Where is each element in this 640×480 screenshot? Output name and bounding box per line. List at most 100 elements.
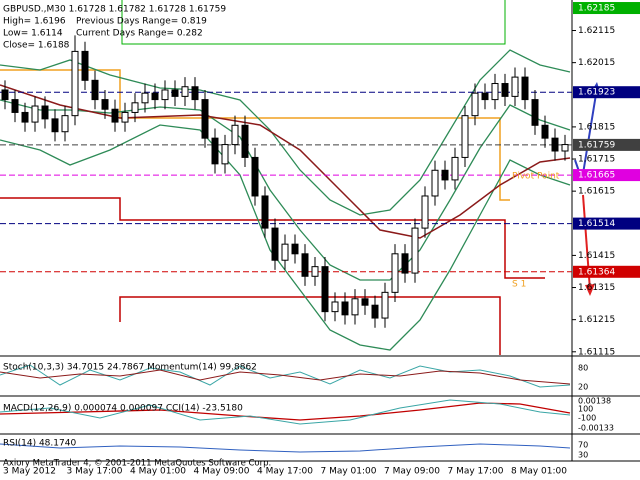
candle-body: [531, 99, 539, 126]
candle-body: [351, 298, 359, 316]
y-tick-label: 1.61715: [578, 155, 615, 165]
x-tick-label: 4 May 01:00: [130, 467, 186, 477]
y-tick-label: 1.61215: [578, 315, 615, 325]
info-text: Low= 1.6114: [3, 29, 63, 39]
level-box: [573, 138, 640, 151]
candle-body: [211, 137, 219, 165]
candle-body: [341, 301, 349, 316]
upper-band: [0, 49, 571, 216]
level-label: 1.61665: [578, 171, 615, 181]
candle-body: [121, 111, 129, 123]
lower-band: [0, 124, 571, 351]
rsi-line: [0, 443, 571, 453]
x-tick-label: 8 May 01:00: [511, 467, 567, 477]
candle-body: [21, 111, 29, 123]
annotation: S 1: [512, 279, 526, 289]
candle-body: [441, 169, 449, 181]
candle-body: [51, 118, 59, 133]
down-arrow-head: [585, 284, 595, 296]
indicator-label: MACD(12,26,9) 0.000074 0.000097 CCI(14) …: [3, 404, 243, 414]
info-text: Previous Days Range= 0.819: [76, 17, 207, 27]
candle-body: [451, 156, 459, 181]
candle-body: [381, 291, 389, 319]
indicator-scale: 0.00138: [578, 397, 611, 406]
level-label: 1.61514: [578, 219, 615, 229]
candle-body: [321, 266, 329, 313]
candle-body: [471, 92, 479, 117]
level-label: 1.62185: [578, 4, 615, 14]
candle-body: [171, 89, 179, 97]
x-tick-label: 4 May 09:00: [194, 467, 250, 477]
stoch-line: [0, 364, 571, 388]
candle-body: [551, 137, 559, 152]
candle-body: [131, 102, 139, 113]
candle-body: [511, 76, 519, 97]
indicator-label: RSI(14) 48.1740: [3, 439, 76, 449]
y-tick-label: 1.61315: [578, 283, 615, 293]
candle-body: [221, 144, 229, 165]
x-tick-label: 3 May 2012: [3, 467, 56, 477]
candle-body: [371, 304, 379, 319]
candle-body: [461, 115, 469, 158]
info-text: Close= 1.6188: [3, 41, 70, 51]
candle-body: [191, 86, 199, 101]
moving-average: [0, 84, 571, 239]
y-tick-label: 1.62015: [578, 58, 615, 68]
candle-body: [71, 50, 79, 117]
indicator-scale: -100: [578, 414, 596, 423]
candle-body: [231, 124, 239, 146]
candle-body: [331, 301, 339, 313]
candle-body: [291, 243, 299, 255]
candle-body: [181, 86, 189, 97]
y-tick-label: 1.61415: [578, 251, 615, 261]
candle-body: [501, 83, 509, 97]
candle-body: [61, 115, 69, 133]
candle-body: [81, 50, 89, 81]
candle-body: [491, 83, 499, 101]
candle-body: [201, 99, 209, 139]
info-text: Current Days Range= 0.282: [76, 29, 203, 39]
y-tick-label: 1.61815: [578, 122, 615, 132]
candle-body: [281, 243, 289, 261]
candle-body: [431, 169, 439, 197]
candle-body: [261, 195, 269, 229]
y-tick-label: 1.61115: [578, 347, 615, 357]
indicator-scale: -0.00133: [578, 424, 614, 433]
candle-body: [91, 79, 99, 101]
candle-body: [311, 266, 319, 277]
level-label: 1.61759: [578, 140, 615, 150]
pivot-line: [0, 69, 510, 201]
candle-body: [361, 298, 369, 306]
candle-body: [271, 227, 279, 261]
level-label: 1.61923: [578, 88, 615, 98]
y-tick-label: 1.61615: [578, 187, 615, 197]
annotation: Pivot Point: [512, 172, 560, 182]
pivot-r-line: [121, 0, 506, 45]
indicator-scale: 70: [578, 441, 588, 450]
candle-body: [41, 105, 49, 120]
x-tick-label: 7 May 01:00: [321, 467, 377, 477]
candle-body: [521, 76, 529, 101]
candle-body: [241, 124, 249, 158]
candle-body: [101, 99, 109, 110]
info-text: High= 1.6196: [3, 17, 66, 27]
indicator-label: Stoch(10,3,3) 34.7015 24.7867 Momentum(1…: [3, 363, 257, 373]
indicator-scale: 30: [578, 451, 588, 460]
indicator-scale: 80: [578, 364, 588, 373]
x-tick-label: 3 May 17:00: [67, 467, 123, 477]
support-line: [119, 296, 501, 355]
candle-body: [11, 99, 19, 113]
candle-body: [111, 108, 119, 123]
momentum-line: [0, 369, 571, 385]
candle-body: [151, 92, 159, 101]
candle-body: [141, 92, 149, 104]
candle-body: [481, 92, 489, 101]
candle-body: [391, 253, 399, 293]
indicator-scale: 20: [578, 383, 588, 392]
level-box: [573, 217, 640, 230]
candle-body: [31, 105, 39, 123]
candle-body: [541, 124, 549, 139]
candle-body: [1, 89, 9, 101]
